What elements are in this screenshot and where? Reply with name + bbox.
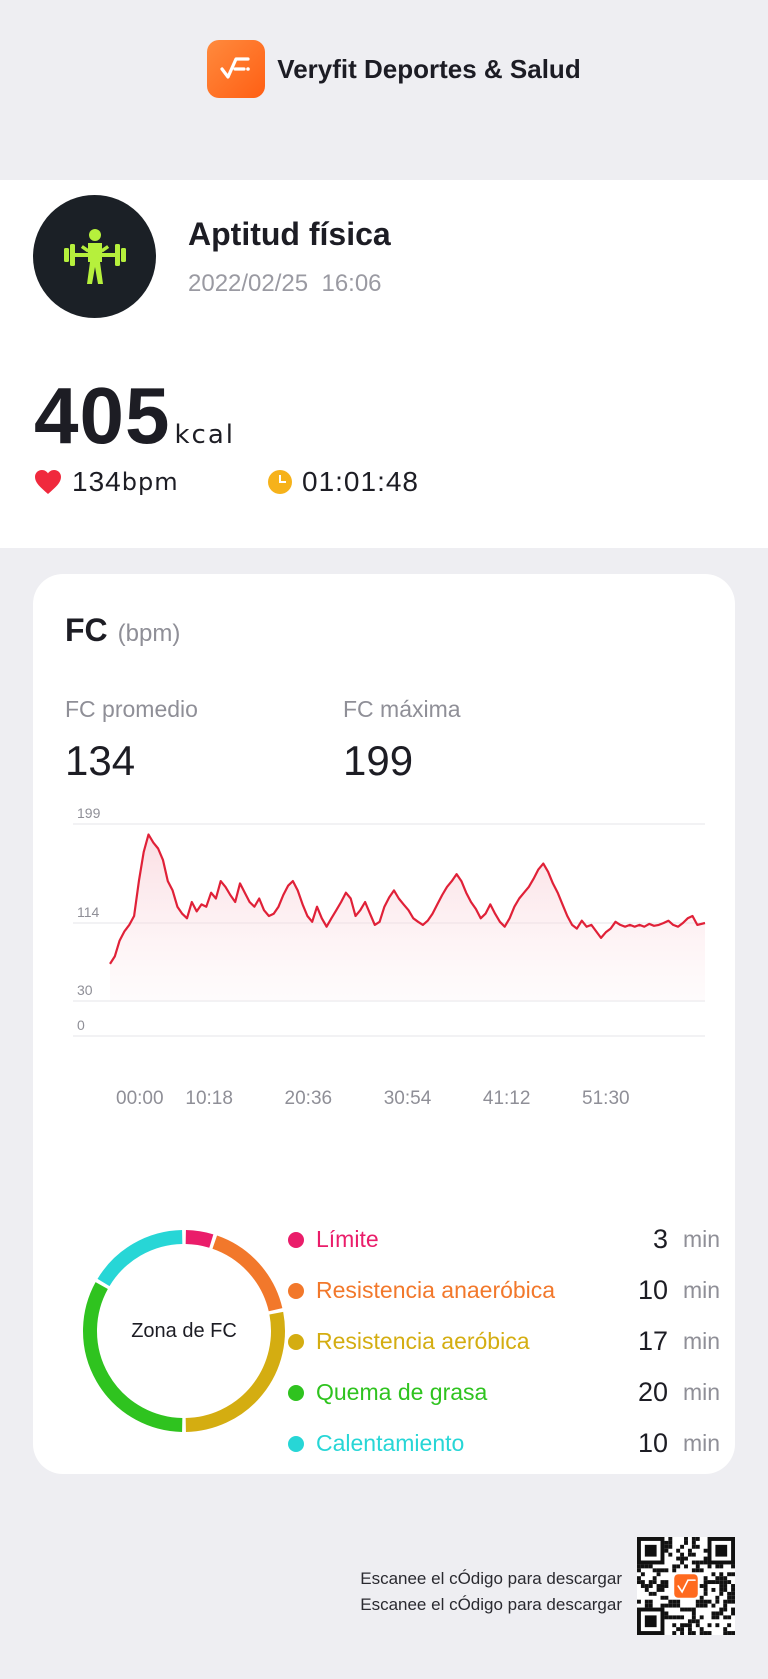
- legend-value: 3: [652, 1224, 668, 1254]
- max-hr-label: FC máxima: [343, 696, 461, 722]
- legend-label: Resistencia anaeróbica: [316, 1277, 556, 1303]
- legend-label: Resistencia aeróbica: [316, 1328, 530, 1354]
- donut-segment: [185, 1311, 285, 1432]
- legend-item: Resistencia aeróbica 17 min: [288, 1316, 720, 1367]
- x-tick-label: 30:54: [384, 1088, 432, 1109]
- veryfit-logo-icon: [207, 40, 266, 98]
- legend-value: 17: [637, 1326, 668, 1356]
- donut-segment: [97, 1230, 183, 1287]
- donut-segment: [185, 1230, 214, 1248]
- activity-time: 16:06: [321, 270, 382, 297]
- y-tick-label: 0: [77, 1017, 85, 1033]
- legend-dot-icon: [288, 1384, 304, 1401]
- heart-rate-stat: 134 bpm: [34, 466, 179, 498]
- legend-item: Quema de grasa 20 min: [288, 1367, 720, 1418]
- x-tick-label: 20:36: [285, 1088, 333, 1109]
- donut-segment: [83, 1282, 183, 1432]
- calories-unit: kcal: [174, 420, 235, 450]
- max-hr: FC máxima 199: [343, 696, 461, 785]
- activity-date: 2022/02/25: [188, 270, 309, 297]
- legend-value: 20: [637, 1377, 668, 1407]
- hr-zone-label: Zona de FC: [131, 1319, 237, 1342]
- legend-unit: min: [682, 1430, 720, 1456]
- y-tick-label: 114: [77, 904, 100, 920]
- qr-code-icon[interactable]: [637, 1537, 735, 1635]
- card-title-text: FC: [65, 612, 108, 648]
- x-tick-label: 41:12: [483, 1088, 531, 1109]
- card-title-unit: (bpm): [117, 620, 181, 647]
- calories: 405 kcal: [34, 370, 235, 462]
- legend-unit: min: [682, 1277, 720, 1303]
- weightlifting-icon: [33, 195, 156, 318]
- donut-segment: [212, 1235, 283, 1312]
- y-tick-label: 199: [77, 805, 101, 821]
- legend-dot-icon: [288, 1282, 304, 1299]
- calories-value: 405: [34, 371, 171, 460]
- x-tick-label: 00:00: [116, 1088, 164, 1109]
- legend-label: Quema de grasa: [316, 1379, 488, 1405]
- legend-item: Calentamiento 10 min: [288, 1418, 720, 1469]
- heart-rate-chart-svg: 199 114 30 0 00:00 10:18 20:36 30:54 41:12 51:30: [73, 805, 706, 1109]
- heart-rate-area: [110, 834, 705, 1001]
- legend-item: Resistencia anaeróbica 10 min: [288, 1265, 720, 1316]
- average-hr-label: FC promedio: [65, 696, 198, 722]
- legend-dot-icon: [288, 1333, 304, 1350]
- clock-icon: [268, 470, 292, 494]
- app-name: Veryfit Deportes & Salud: [277, 53, 581, 84]
- duration-stat: 01:01:48: [268, 466, 419, 498]
- heart-rate-value: 134: [72, 466, 122, 497]
- card-title: FC (bpm): [65, 612, 180, 649]
- heart-rate-chart: 199 114 30 0 00:00 10:18 20:36 30:54 41:12 51:30: [33, 804, 735, 1144]
- heart-rate-line: [109, 833, 706, 965]
- legend-unit: min: [682, 1226, 720, 1252]
- legend-item: Límite 3 min: [288, 1214, 720, 1265]
- hr-zone-donut: Zona de FC: [79, 1226, 289, 1436]
- legend-label: Límite: [316, 1226, 379, 1252]
- download-prompt-line-2: Escanee el cÓdigo para descargar: [360, 1595, 622, 1614]
- legend-value: 10: [637, 1428, 668, 1458]
- legend-dot-icon: [288, 1435, 304, 1452]
- x-tick-label: 51:30: [582, 1088, 630, 1109]
- x-tick-label: 10:18: [185, 1088, 233, 1109]
- average-hr: FC promedio 134: [65, 696, 198, 785]
- heart-rate-unit: bpm: [121, 468, 179, 496]
- legend-label: Calentamiento: [316, 1430, 465, 1456]
- y-tick-label: 30: [77, 982, 93, 998]
- legend-dot-icon: [288, 1231, 304, 1248]
- average-hr-value: 134: [65, 737, 136, 784]
- brand: Veryfit Deportes & Salud: [207, 40, 581, 98]
- max-hr-value: 199: [343, 737, 414, 784]
- download-prompt-line-1: Escanee el cÓdigo para descargar: [360, 1569, 622, 1588]
- download-prompt: Escanee el cÓdigo para descargar Escanee…: [360, 1566, 622, 1618]
- legend-unit: min: [682, 1328, 720, 1354]
- activity-datetime: 2022/02/25 16:06: [188, 270, 382, 298]
- hr-zone-donut-svg: [83, 1230, 285, 1432]
- activity-title: Aptitud física: [188, 216, 391, 252]
- app-header: Veryfit Deportes & Salud: [0, 0, 768, 180]
- duration-value: 01:01:48: [302, 466, 419, 497]
- hr-zone-legend: Límite 3 min Resistencia anaeróbica 10 min Res…: [288, 1214, 720, 1469]
- heart-icon: [35, 470, 61, 494]
- activity-summary: Aptitud física 2022/02/25 16:06 405 kcal…: [0, 180, 768, 548]
- legend-unit: min: [682, 1379, 720, 1405]
- heart-rate-card: FC (bpm) FC promedio 134 FC máxima 199 1…: [33, 574, 735, 1474]
- legend-value: 10: [637, 1275, 668, 1305]
